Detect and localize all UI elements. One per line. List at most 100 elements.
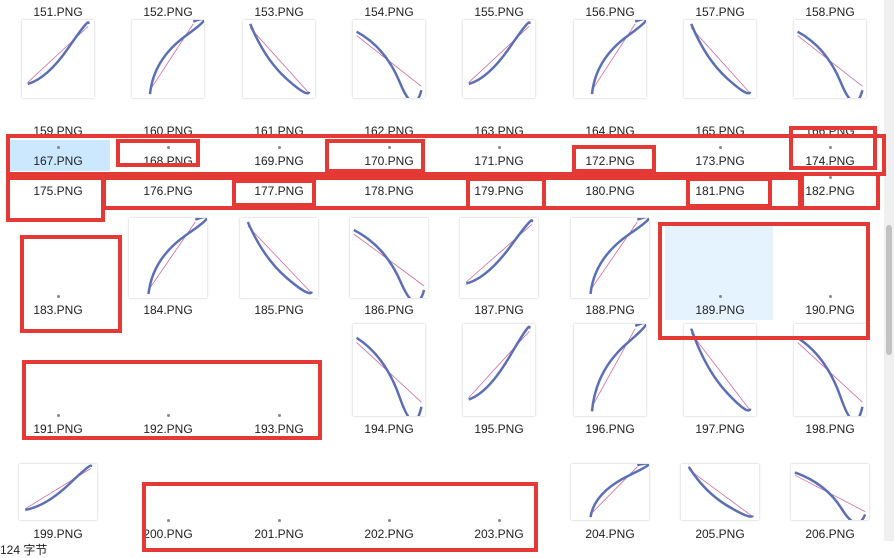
tiny-image-dot (57, 295, 60, 298)
scrollbar-thumb[interactable] (886, 225, 892, 355)
file-name-label: 200.PNG (143, 527, 193, 541)
image-thumbnail[interactable] (132, 17, 206, 98)
file-name-label: 161.PNG (254, 124, 304, 138)
file-name-label: 159.PNG (33, 124, 83, 138)
file-name-label: 190.PNG (805, 303, 855, 317)
file-name-label: 151.PNG (33, 5, 83, 19)
file-name-label: 172.PNG (585, 154, 635, 168)
image-thumbnail[interactable] (684, 20, 756, 98)
file-name-label: 193.PNG (254, 422, 304, 436)
tiny-image-dot (609, 146, 612, 149)
file-name-label: 152.PNG (143, 5, 193, 19)
tiny-image-dot (829, 295, 832, 298)
file-name-label: 180.PNG (585, 184, 635, 198)
file-name-label: 160.PNG (143, 124, 193, 138)
image-thumbnail[interactable] (460, 218, 538, 298)
red-annotation-box (6, 134, 886, 176)
file-name-label: 156.PNG (585, 5, 635, 19)
tiny-image-dot (278, 146, 281, 149)
image-thumbnail[interactable] (19, 464, 97, 520)
file-name-label: 179.PNG (474, 184, 524, 198)
tiny-image-dot (498, 519, 501, 522)
image-thumbnail[interactable] (574, 321, 648, 416)
tiny-image-dot (167, 519, 170, 522)
file-name-label: 184.PNG (143, 303, 193, 317)
file-name-label: 169.PNG (254, 154, 304, 168)
file-name-label: 170.PNG (364, 154, 414, 168)
tiny-image-dot (278, 176, 281, 179)
tiny-image-dot (167, 414, 170, 417)
file-name-label: 192.PNG (143, 422, 193, 436)
tiny-image-dot (57, 146, 60, 149)
tiny-image-dot (388, 519, 391, 522)
image-thumbnail[interactable] (353, 324, 425, 422)
image-thumbnail[interactable] (681, 464, 759, 520)
selected-file-highlight (10, 140, 110, 171)
image-thumbnail[interactable] (463, 324, 535, 416)
red-annotation-box (142, 482, 538, 552)
tiny-image-dot (388, 146, 391, 149)
file-name-label: 181.PNG (695, 184, 745, 198)
file-name-label: 185.PNG (254, 303, 304, 317)
file-name-label: 173.PNG (695, 154, 745, 168)
file-name-label: 202.PNG (364, 527, 414, 541)
tiny-image-dot (719, 176, 722, 179)
file-name-label: 168.PNG (143, 154, 193, 168)
file-name-label: 162.PNG (364, 124, 414, 138)
image-thumbnail[interactable] (463, 20, 535, 98)
file-name-label: 167.PNG (33, 154, 83, 168)
file-name-label: 176.PNG (143, 184, 193, 198)
image-thumbnail[interactable] (571, 215, 651, 298)
tiny-image-dot (388, 176, 391, 179)
file-name-label: 206.PNG (805, 527, 855, 541)
file-name-label: 165.PNG (695, 124, 745, 138)
image-thumbnail[interactable] (240, 218, 318, 298)
file-name-label: 198.PNG (805, 422, 855, 436)
image-thumbnail[interactable] (794, 20, 866, 104)
file-name-label: 186.PNG (364, 303, 414, 317)
red-annotation-box (20, 235, 122, 333)
file-name-label: 164.PNG (585, 124, 635, 138)
file-name-label: 197.PNG (695, 422, 745, 436)
file-name-label: 194.PNG (364, 422, 414, 436)
image-thumbnail[interactable] (571, 461, 651, 520)
file-name-label: 157.PNG (695, 5, 745, 19)
file-name-label: 204.PNG (585, 527, 635, 541)
file-name-label: 201.PNG (254, 527, 304, 541)
file-name-label: 174.PNG (805, 154, 855, 168)
file-name-label: 153.PNG (254, 5, 304, 19)
file-name-label: 188.PNG (585, 303, 635, 317)
file-name-label: 203.PNG (474, 527, 524, 541)
file-name-label: 178.PNG (364, 184, 414, 198)
image-thumbnail[interactable] (243, 20, 315, 98)
image-thumbnail[interactable] (353, 20, 425, 104)
image-thumbnail[interactable] (791, 464, 869, 525)
image-thumbnail[interactable] (794, 324, 866, 422)
hover-file-highlight (665, 222, 773, 320)
tiny-image-dot (609, 176, 612, 179)
file-name-label: 195.PNG (474, 422, 524, 436)
tiny-image-dot (498, 146, 501, 149)
file-name-label: 163.PNG (474, 124, 524, 138)
file-name-label: 175.PNG (33, 184, 83, 198)
file-name-label: 177.PNG (254, 184, 304, 198)
tiny-image-dot (498, 176, 501, 179)
tiny-image-dot (278, 519, 281, 522)
file-name-label: 166.PNG (805, 124, 855, 138)
tiny-image-dot (57, 414, 60, 417)
tiny-image-dot (829, 176, 832, 179)
tiny-image-dot (719, 295, 722, 298)
file-name-label: 189.PNG (695, 303, 745, 317)
tiny-image-dot (278, 414, 281, 417)
file-name-label: 155.PNG (474, 5, 524, 19)
tiny-image-dot (57, 176, 60, 179)
image-thumbnail[interactable] (22, 20, 94, 98)
image-thumbnail[interactable] (129, 215, 209, 298)
image-thumbnail[interactable] (574, 17, 648, 98)
file-name-label: 187.PNG (474, 303, 524, 317)
file-name-label: 154.PNG (364, 5, 414, 19)
image-thumbnail[interactable] (350, 218, 428, 304)
tiny-image-dot (167, 146, 170, 149)
image-thumbnail[interactable] (684, 324, 756, 416)
file-name-label: 183.PNG (33, 303, 83, 317)
